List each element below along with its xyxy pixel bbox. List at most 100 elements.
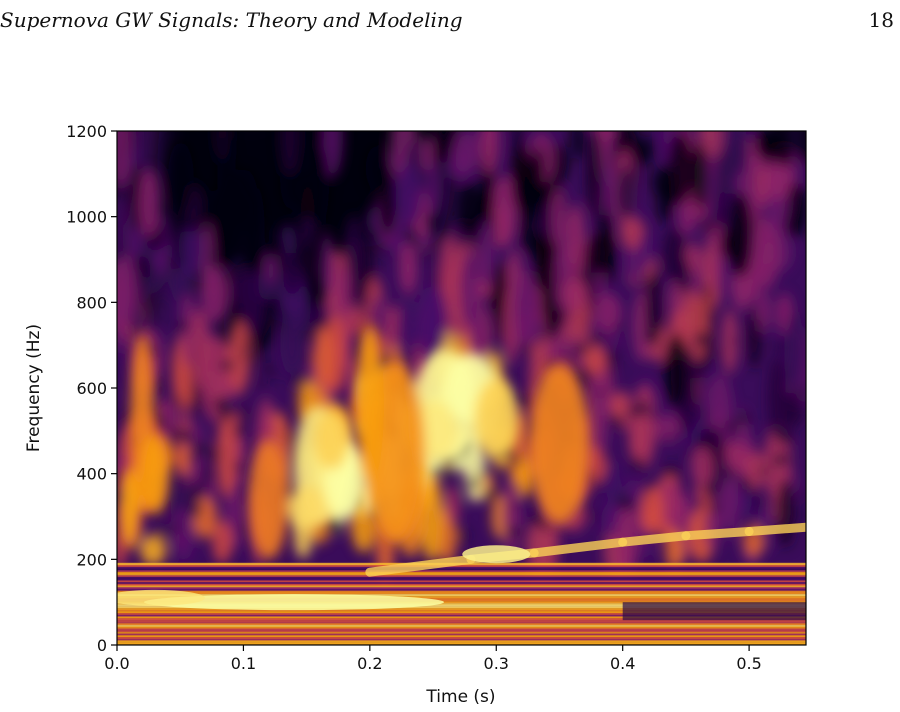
texture-hole <box>514 483 522 491</box>
frequency-band <box>117 590 806 593</box>
frequency-band <box>117 581 806 584</box>
texture-blob <box>421 134 434 172</box>
texture-hole <box>582 369 593 380</box>
frequency-band <box>117 603 806 607</box>
texture-hole <box>616 494 631 509</box>
bright-burst <box>355 325 384 486</box>
texture-hole <box>598 389 606 397</box>
texture-blob <box>455 181 483 237</box>
texture-blob <box>170 267 190 302</box>
texture-hole <box>783 454 791 462</box>
texture-hole <box>512 458 522 468</box>
texture-hole <box>194 402 202 410</box>
texture-hole <box>467 477 480 490</box>
frequency-band <box>117 595 806 598</box>
texture-blob <box>399 241 418 295</box>
x-tick-label: 0.1 <box>231 654 256 673</box>
frequency-band <box>117 602 806 605</box>
x-axis-label: Time (s) <box>425 687 495 707</box>
texture-hole <box>151 378 161 388</box>
texture-hole <box>694 437 706 449</box>
texture-hole <box>591 333 603 345</box>
texture-blob <box>595 292 622 332</box>
texture-hole <box>221 407 233 419</box>
texture-blob <box>337 266 351 315</box>
texture-hole <box>192 441 207 456</box>
texture-hole <box>158 527 168 538</box>
texture-hole <box>179 429 193 443</box>
x-tick-label: 0.3 <box>484 654 509 673</box>
texture-blob <box>745 451 766 490</box>
texture-blob <box>250 188 265 270</box>
texture-blob <box>776 478 795 548</box>
texture-blob <box>767 355 788 442</box>
texture-blob <box>639 135 654 166</box>
y-tick-label: 200 <box>76 550 107 569</box>
texture-blob <box>551 187 567 249</box>
texture-blob <box>417 287 443 370</box>
texture-hole <box>304 353 315 364</box>
texture-blob <box>676 258 692 295</box>
texture-hole <box>509 504 516 511</box>
texture-blob <box>519 166 534 253</box>
texture-blob <box>532 143 545 224</box>
texture-blob <box>710 222 724 291</box>
frequency-band <box>117 600 806 603</box>
x-tick-label: 0.4 <box>610 654 635 673</box>
frequency-band <box>117 597 806 600</box>
texture-hole <box>540 520 551 531</box>
texture-blob <box>562 278 588 311</box>
texture-blob <box>783 391 804 429</box>
texture-hole <box>708 501 720 514</box>
texture-blob <box>396 298 417 369</box>
texture-hole <box>443 465 456 477</box>
texture-blob <box>300 249 313 285</box>
dark-band <box>622 602 806 621</box>
texture-blob <box>212 521 232 564</box>
bright-burst <box>474 377 519 458</box>
frequency-band <box>117 612 806 615</box>
frequency-band <box>117 619 806 622</box>
texture-hole <box>590 511 600 521</box>
texture-hole <box>251 348 261 358</box>
texture-hole <box>430 466 442 478</box>
texture-blob <box>307 142 329 230</box>
frequency-band <box>117 615 806 619</box>
texture-blob <box>227 320 251 394</box>
texture-blob <box>167 141 194 213</box>
texture-blob <box>208 188 235 225</box>
texture-blob <box>432 133 452 166</box>
gmode-track <box>618 531 691 547</box>
texture-hole <box>262 362 274 373</box>
texture-blob <box>611 392 624 424</box>
texture-blob <box>201 265 229 323</box>
texture-hole <box>550 327 560 337</box>
texture-hole <box>610 415 624 428</box>
bright-burst <box>119 467 140 548</box>
texture-hole <box>484 487 498 502</box>
texture-blob <box>727 132 749 176</box>
texture-blob <box>721 309 738 374</box>
texture-hole <box>685 451 693 459</box>
texture-hole <box>168 440 177 449</box>
texture-hole <box>238 395 244 402</box>
frequency-band <box>117 643 806 645</box>
texture-hole <box>233 424 246 437</box>
texture-hole <box>506 525 520 539</box>
texture-blob <box>279 309 304 376</box>
texture-hole <box>783 434 792 443</box>
texture-hole <box>170 395 182 407</box>
texture-blob <box>727 192 754 278</box>
texture-hole <box>187 490 198 501</box>
texture-hole <box>772 453 787 467</box>
texture-hole <box>700 410 709 419</box>
texture-blob <box>616 166 635 221</box>
texture-blob <box>452 131 480 175</box>
texture-blob <box>180 215 203 279</box>
texture-blob <box>193 497 217 539</box>
texture-hole <box>397 355 407 365</box>
texture-hole <box>753 319 763 329</box>
texture-hole <box>188 503 203 518</box>
frequency-band <box>117 591 806 595</box>
frequency-band <box>117 576 806 579</box>
